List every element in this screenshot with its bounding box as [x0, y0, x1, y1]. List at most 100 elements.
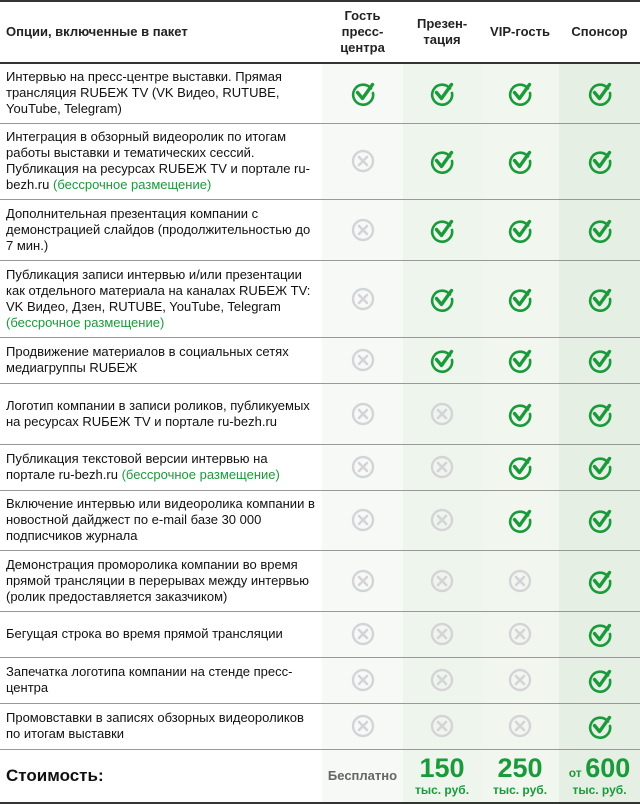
check-icon	[429, 150, 455, 174]
option-text: Запечатка логотипа компании на стенде пр…	[6, 664, 293, 695]
option-cell: Бегущая строка во время прямой трансляци…	[0, 611, 322, 658]
cross-icon	[430, 714, 454, 738]
option-cell: Демонстрация проморолика компании во вре…	[0, 550, 322, 612]
option-text: Публикация записи интервью и/или презент…	[6, 266, 311, 314]
mark-cell	[403, 63, 481, 124]
check-icon	[587, 456, 613, 480]
price-row: Стоимость: Бесплатно 150 тыс. руб. 250 тыс…	[0, 749, 640, 804]
mark-cell	[403, 657, 481, 704]
mark-cell	[481, 199, 559, 261]
option-text: Дополнительная презентация компании с де…	[6, 205, 311, 253]
table-row: Логотип компании в записи роликов, публи…	[0, 383, 640, 445]
option-cell: Публикация текстовой версии интервью на …	[0, 444, 322, 491]
mark-cell	[481, 123, 559, 200]
check-icon	[507, 83, 533, 107]
table-row: Бегущая строка во время прямой трансляци…	[0, 611, 640, 658]
cross-icon	[351, 569, 375, 592]
option-cell: Включение интервью или видеоролика компа…	[0, 490, 322, 551]
mark-cell	[559, 611, 640, 658]
cross-icon	[351, 149, 375, 173]
option-text: Бегущая строка во время прямой трансляци…	[6, 626, 283, 641]
check-icon	[587, 219, 613, 243]
option-highlight: (бессрочное размещение)	[121, 467, 280, 482]
option-cell: Дополнительная презентация компании с де…	[0, 199, 322, 261]
option-text: Продвижение материалов в социальных сетя…	[6, 344, 289, 375]
mark-cell	[481, 550, 559, 612]
check-icon	[587, 623, 613, 647]
mark-cell	[559, 657, 640, 704]
mark-cell	[559, 550, 640, 612]
mark-cell	[481, 63, 559, 124]
cross-icon	[351, 218, 375, 241]
option-cell: Продвижение материалов в социальных сетя…	[0, 337, 322, 384]
mark-cell	[481, 444, 559, 491]
option-text: Демонстрация проморолика компании во вре…	[6, 556, 309, 604]
check-icon	[507, 349, 533, 373]
check-icon	[507, 150, 533, 174]
cross-icon	[351, 402, 375, 425]
check-icon	[587, 288, 613, 312]
table-row: Интервью на пресс-центре выставки. Пряма…	[0, 63, 640, 124]
check-icon	[587, 403, 613, 427]
cross-icon	[508, 714, 532, 738]
cross-icon	[430, 508, 454, 532]
price-unit: тыс. руб.	[414, 782, 470, 797]
option-text: Логотип компании в записи роликов, публи…	[6, 397, 310, 429]
mark-cell	[403, 260, 481, 338]
cross-icon	[351, 622, 375, 646]
mark-cell	[481, 383, 559, 445]
cross-icon	[430, 569, 454, 592]
header-option: Опции, включенные в пакет	[0, 0, 322, 64]
mark-cell	[403, 444, 481, 491]
header-row: Опции, включенные в пакет Гость пресс-це…	[0, 0, 640, 64]
mark-cell	[322, 260, 403, 338]
option-cell: Интеграция в обзорный видеоролик по итог…	[0, 123, 322, 200]
check-icon	[350, 83, 376, 107]
price-unit: тыс. руб.	[492, 782, 548, 797]
check-icon	[587, 83, 613, 107]
table-row: Включение интервью или видеоролика компа…	[0, 490, 640, 551]
cross-icon	[430, 668, 454, 692]
option-highlight: (бессрочное размещение)	[53, 177, 212, 192]
mark-cell	[322, 490, 403, 551]
mark-cell	[322, 611, 403, 658]
header-vip: VIP-гость	[481, 0, 559, 64]
check-icon	[587, 509, 613, 533]
option-cell: Интервью на пресс-центре выставки. Пряма…	[0, 63, 322, 124]
price-label: Стоимость:	[0, 749, 322, 804]
check-icon	[587, 669, 613, 693]
option-cell: Запечатка логотипа компании на стенде пр…	[0, 657, 322, 704]
cross-icon	[351, 714, 375, 738]
table-row: Публикация записи интервью и/или презент…	[0, 260, 640, 338]
price-vip: 250	[497, 752, 543, 783]
price-unit: тыс. руб.	[572, 782, 627, 797]
option-text: Публикация текстовой версии интервью на …	[6, 451, 268, 482]
mark-cell	[481, 337, 559, 384]
check-icon	[587, 349, 613, 373]
mark-cell	[481, 490, 559, 551]
mark-cell	[559, 123, 640, 200]
cross-icon	[351, 348, 375, 372]
price-sponsor: 600	[585, 752, 631, 783]
mark-cell	[403, 550, 481, 612]
mark-cell	[322, 550, 403, 612]
mark-cell	[481, 703, 559, 750]
mark-cell	[481, 260, 559, 338]
option-highlight: (бессрочное размещение)	[6, 314, 165, 330]
mark-cell	[403, 199, 481, 261]
check-icon	[507, 509, 533, 533]
cross-icon	[430, 402, 454, 425]
mark-cell	[322, 703, 403, 750]
table-row: Запечатка логотипа компании на стенде пр…	[0, 657, 640, 704]
check-icon	[507, 288, 533, 312]
option-text: Интеграция в обзорный видеоролик по итог…	[6, 129, 310, 192]
header-sponsor: Спонсор	[559, 0, 640, 64]
mark-cell	[403, 383, 481, 445]
cross-icon	[508, 569, 532, 592]
cross-icon	[351, 508, 375, 532]
mark-cell	[403, 123, 481, 200]
cross-icon	[508, 622, 532, 646]
option-text: Интервью на пресс-центре выставки. Пряма…	[6, 69, 282, 117]
check-icon	[587, 715, 613, 739]
